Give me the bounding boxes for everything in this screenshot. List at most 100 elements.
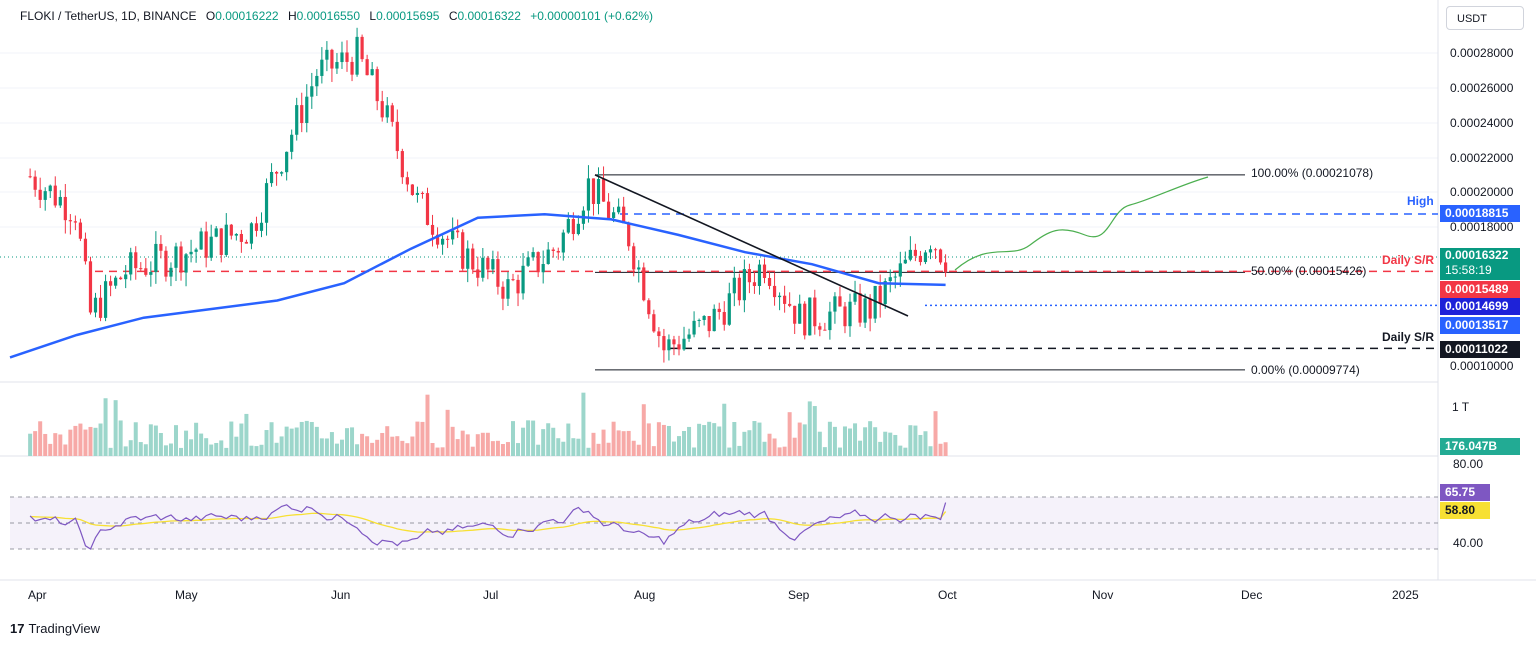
volume-bar xyxy=(184,430,189,456)
candle xyxy=(164,250,168,277)
volume-bar xyxy=(812,406,817,456)
candle xyxy=(848,301,852,327)
volume-bar xyxy=(541,429,546,456)
candle xyxy=(908,249,912,260)
candle xyxy=(843,306,847,327)
volume-bar xyxy=(752,421,757,456)
volume-bar xyxy=(767,433,772,456)
candle xyxy=(732,277,736,294)
fib-100-label: 100.00% (0.00021078) xyxy=(1251,166,1374,180)
volume-bar xyxy=(68,429,73,456)
volume-bar xyxy=(933,411,938,456)
volume-bar xyxy=(108,447,113,456)
volume-bar xyxy=(148,424,153,456)
month-tick: Aug xyxy=(634,588,656,602)
volume-bar xyxy=(93,427,98,456)
volume-bar xyxy=(113,400,118,456)
candle xyxy=(466,248,470,269)
candle xyxy=(506,279,510,299)
volume-bar xyxy=(883,431,888,456)
volume-bar xyxy=(712,423,717,456)
candle xyxy=(928,249,933,253)
tradingview-logo[interactable]: 17 TradingView xyxy=(10,621,100,636)
candle xyxy=(536,252,540,273)
projection-path xyxy=(954,176,1209,271)
candle xyxy=(269,171,274,184)
daily-sr-red-label: Daily S/R xyxy=(1382,253,1435,267)
candle xyxy=(777,295,782,298)
candle xyxy=(68,220,72,222)
candle xyxy=(813,297,817,327)
candle xyxy=(471,248,475,270)
low-value: 0.00015695 xyxy=(376,9,440,23)
volume-bar xyxy=(118,420,123,456)
volume-bar xyxy=(918,434,923,456)
candle xyxy=(420,192,425,194)
volume-bar xyxy=(264,430,269,456)
candle xyxy=(943,262,948,273)
high-label: H xyxy=(287,9,297,23)
volume-bar xyxy=(526,420,531,456)
volume-bar xyxy=(455,439,460,456)
candle xyxy=(823,329,827,331)
candle xyxy=(78,222,83,239)
volume-bar xyxy=(505,442,510,456)
volume-bar xyxy=(63,444,68,456)
volume-bar xyxy=(153,425,158,456)
currency-button[interactable]: USDT xyxy=(1446,6,1524,30)
volume-bar xyxy=(385,426,390,456)
candle xyxy=(511,279,515,281)
volume-bar xyxy=(360,433,365,456)
candle xyxy=(717,308,721,313)
candle xyxy=(788,303,792,306)
volume-bar xyxy=(641,404,646,456)
candle xyxy=(767,278,772,286)
volume-bar xyxy=(58,434,63,456)
candle xyxy=(672,339,676,345)
candle xyxy=(103,281,108,318)
candle xyxy=(410,184,414,196)
volume-bar xyxy=(425,394,430,456)
candle xyxy=(687,334,691,339)
volume-bar xyxy=(400,440,405,456)
support-badge: 0.00013517 xyxy=(1440,317,1520,334)
candle xyxy=(798,303,802,324)
volume-bar xyxy=(551,427,556,456)
volume-bar xyxy=(485,432,490,456)
candle xyxy=(757,264,762,286)
volume-bar xyxy=(626,430,631,456)
volume-bar xyxy=(923,431,928,456)
candle xyxy=(325,49,329,60)
volume-bar xyxy=(410,436,415,456)
symbol-title[interactable]: FLOKI / TetherUS, 1D, BINANCE xyxy=(20,9,197,23)
volume-bar xyxy=(189,439,194,456)
tradingview-mark-icon: 17 xyxy=(10,621,25,636)
candle xyxy=(496,259,500,287)
fib-0-label: 0.00% (0.00009774) xyxy=(1251,363,1360,377)
volume-bar xyxy=(943,442,948,456)
candle xyxy=(858,293,862,323)
candle xyxy=(119,277,123,280)
volume-bar xyxy=(78,423,83,456)
low-label: L xyxy=(369,9,377,23)
volume-bar xyxy=(83,429,88,456)
candle xyxy=(144,268,148,275)
candle xyxy=(612,212,616,218)
volume-bar xyxy=(651,446,656,456)
volume-bar xyxy=(390,436,395,456)
volume-bar xyxy=(787,412,792,456)
candle xyxy=(179,246,183,273)
price-tick: 0.00022000 xyxy=(1450,151,1514,165)
volume-bar xyxy=(199,433,204,456)
volume-bar xyxy=(319,438,324,456)
volume-bar xyxy=(128,440,133,456)
volume-bar xyxy=(671,441,676,456)
candle xyxy=(783,295,787,304)
ma-badge: 0.00014699 xyxy=(1440,298,1520,315)
ma-100-line xyxy=(9,212,946,359)
candle xyxy=(546,249,550,265)
candle xyxy=(893,276,897,278)
volume-bar xyxy=(908,425,913,456)
high-price-badge: 0.00018815 xyxy=(1440,205,1520,222)
